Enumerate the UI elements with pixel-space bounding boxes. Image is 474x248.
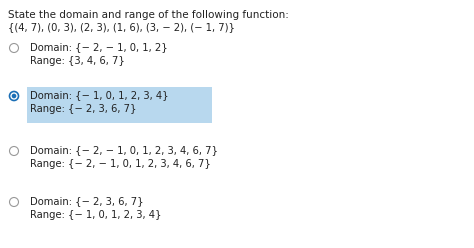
Circle shape [9,92,18,100]
Text: Range: {3, 4, 6, 7}: Range: {3, 4, 6, 7} [30,56,125,66]
Circle shape [9,43,18,53]
Bar [27,87,212,123]
Text: Domain: {− 2, − 1, 0, 1, 2}: Domain: {− 2, − 1, 0, 1, 2} [30,42,168,52]
Text: Range: {− 2, − 1, 0, 1, 2, 3, 4, 6, 7}: Range: {− 2, − 1, 0, 1, 2, 3, 4, 6, 7} [30,159,211,169]
Circle shape [12,94,16,98]
Text: Domain: {− 1, 0, 1, 2, 3, 4}: Domain: {− 1, 0, 1, 2, 3, 4} [30,90,169,100]
Circle shape [9,147,18,155]
Text: Range: {− 2, 3, 6, 7}: Range: {− 2, 3, 6, 7} [30,104,137,114]
Circle shape [9,197,18,207]
Text: State the domain and range of the following function:: State the domain and range of the follow… [8,10,289,20]
Text: Range: {− 1, 0, 1, 2, 3, 4}: Range: {− 1, 0, 1, 2, 3, 4} [30,210,162,220]
Text: Domain: {− 2, − 1, 0, 1, 2, 3, 4, 6, 7}: Domain: {− 2, − 1, 0, 1, 2, 3, 4, 6, 7} [30,145,218,155]
Text: {(4, 7), (0, 3), (2, 3), (1, 6), (3, − 2), (− 1, 7)}: {(4, 7), (0, 3), (2, 3), (1, 6), (3, − 2… [8,22,235,32]
Text: Domain: {− 2, 3, 6, 7}: Domain: {− 2, 3, 6, 7} [30,196,144,206]
